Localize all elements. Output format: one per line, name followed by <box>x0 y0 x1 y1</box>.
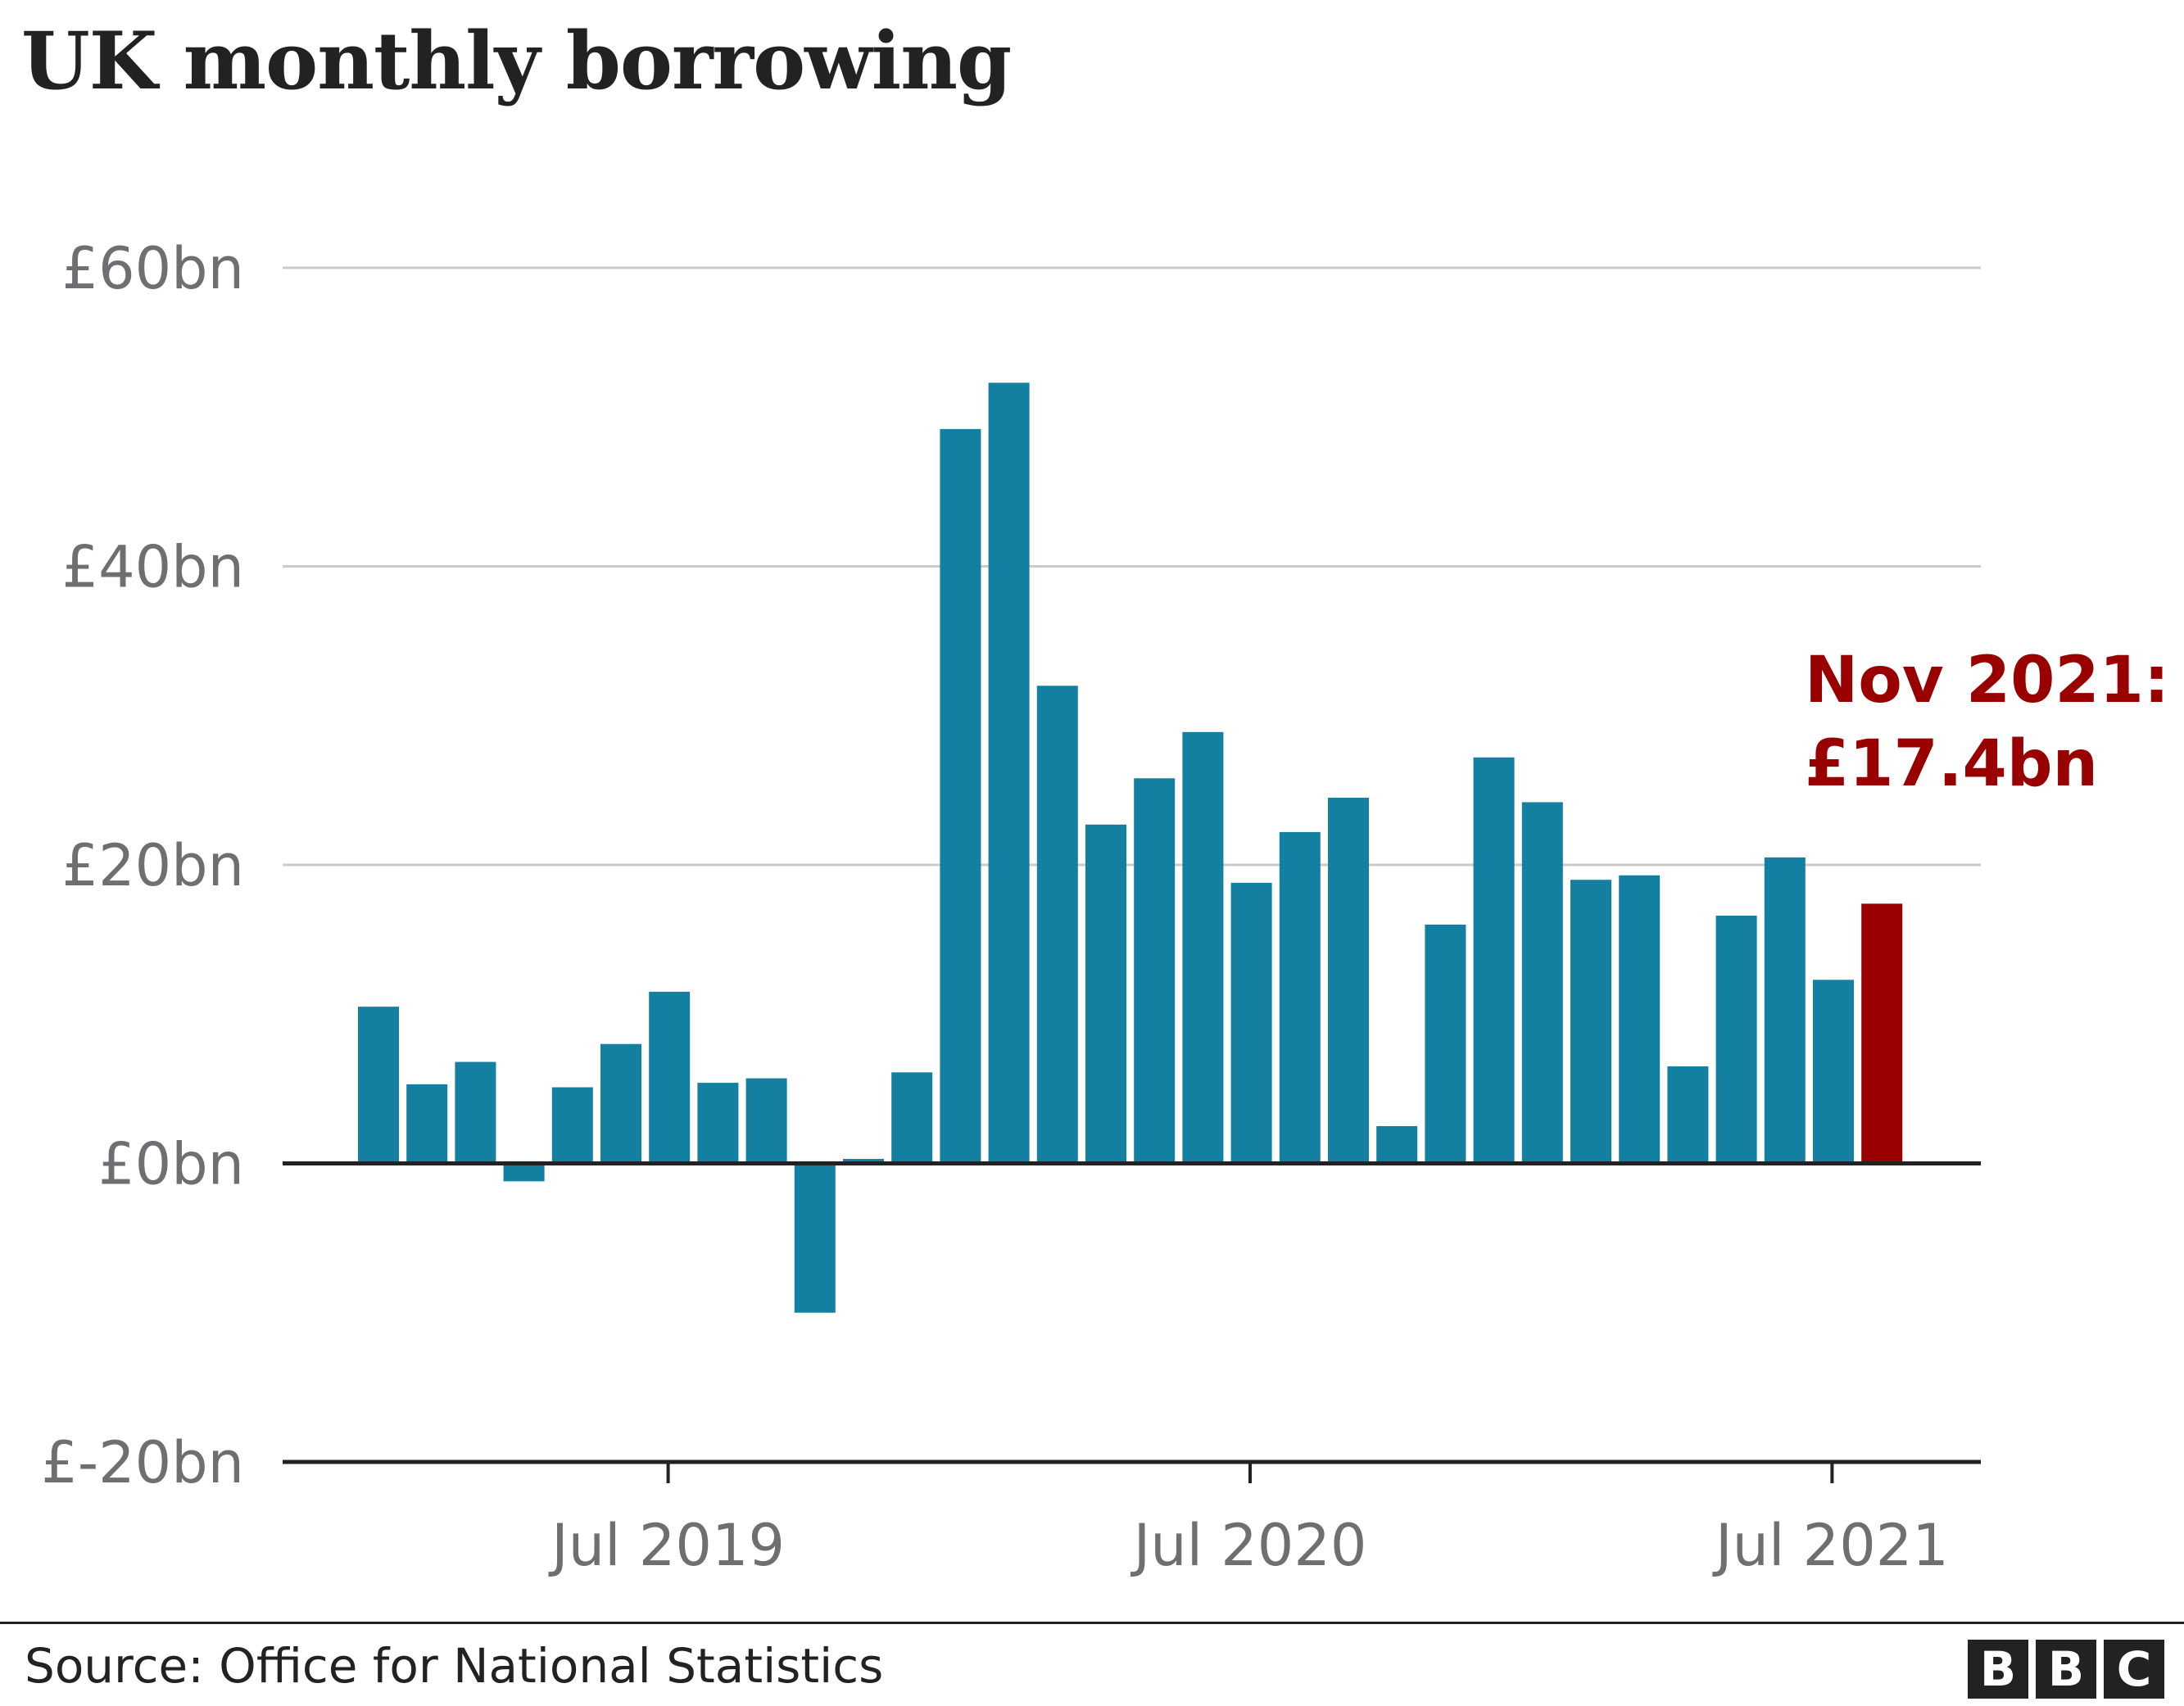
bar <box>745 1078 787 1164</box>
chart-title: UK monthly borrowing <box>21 15 1012 107</box>
bar <box>1036 686 1078 1164</box>
logo-letter-b2: B <box>2036 1640 2096 1699</box>
bar <box>503 1163 545 1182</box>
y-tick-labels: £60bn £40bn £20bn £0bn £-20bn <box>41 235 244 1496</box>
bar <box>1764 857 1806 1164</box>
y-tick-label: £40bn <box>62 534 244 601</box>
bar <box>940 428 981 1164</box>
gridlines <box>283 266 1981 867</box>
x-tick-label: Jul 2020 <box>1131 1512 1367 1579</box>
bar <box>1521 802 1563 1164</box>
annotation-line-2: £17.4bn <box>1805 727 2098 801</box>
bar <box>455 1061 496 1164</box>
bar <box>1473 757 1515 1164</box>
bar <box>794 1163 836 1313</box>
bars <box>358 382 1903 1313</box>
source-note: Source: Office for National Statistics <box>25 1638 884 1694</box>
y-tick-label: £-20bn <box>41 1429 244 1496</box>
bar <box>1085 824 1126 1164</box>
bar <box>649 991 691 1164</box>
bar <box>988 382 1030 1164</box>
logo-letter-b1: B <box>1968 1640 2028 1699</box>
bar <box>1667 1066 1709 1164</box>
bar <box>600 1043 641 1164</box>
annotation-line-1: Nov 2021: <box>1805 644 2169 717</box>
bbc-logo: B B C <box>1968 1640 2164 1699</box>
axes <box>283 1161 1981 1483</box>
bar <box>1570 880 1611 1164</box>
x-tick-label: Jul 2019 <box>548 1512 785 1579</box>
bar <box>1328 797 1369 1164</box>
x-tick-label: Jul 2021 <box>1712 1512 1949 1579</box>
bar <box>1230 882 1272 1164</box>
bar <box>1376 1125 1418 1164</box>
bar <box>1279 831 1321 1164</box>
logo-letter-c: C <box>2104 1640 2164 1699</box>
bar <box>891 1072 933 1164</box>
x-tick-labels: Jul 2019 Jul 2020 Jul 2021 <box>548 1512 1949 1579</box>
bar <box>551 1087 593 1164</box>
bar <box>406 1084 448 1164</box>
y-tick-label: £60bn <box>62 235 244 302</box>
bar <box>1619 875 1661 1164</box>
bar <box>1182 731 1224 1164</box>
y-tick-label: £0bn <box>98 1131 244 1198</box>
bar <box>1134 778 1176 1164</box>
y-tick-label: £20bn <box>62 832 244 899</box>
bar <box>1813 980 1854 1164</box>
bar-highlight <box>1861 903 1903 1164</box>
bar <box>843 1159 884 1164</box>
annotation: Nov 2021: £17.4bn <box>1805 644 2169 801</box>
bar <box>1715 915 1757 1164</box>
bar <box>697 1083 739 1164</box>
bar <box>358 1007 399 1164</box>
footer-divider <box>0 1622 2184 1624</box>
bar <box>1425 924 1466 1164</box>
bar-chart: £60bn£40bn£20bn£0bn£-20bn Jul 2019 Jul 20… <box>41 235 2169 1579</box>
